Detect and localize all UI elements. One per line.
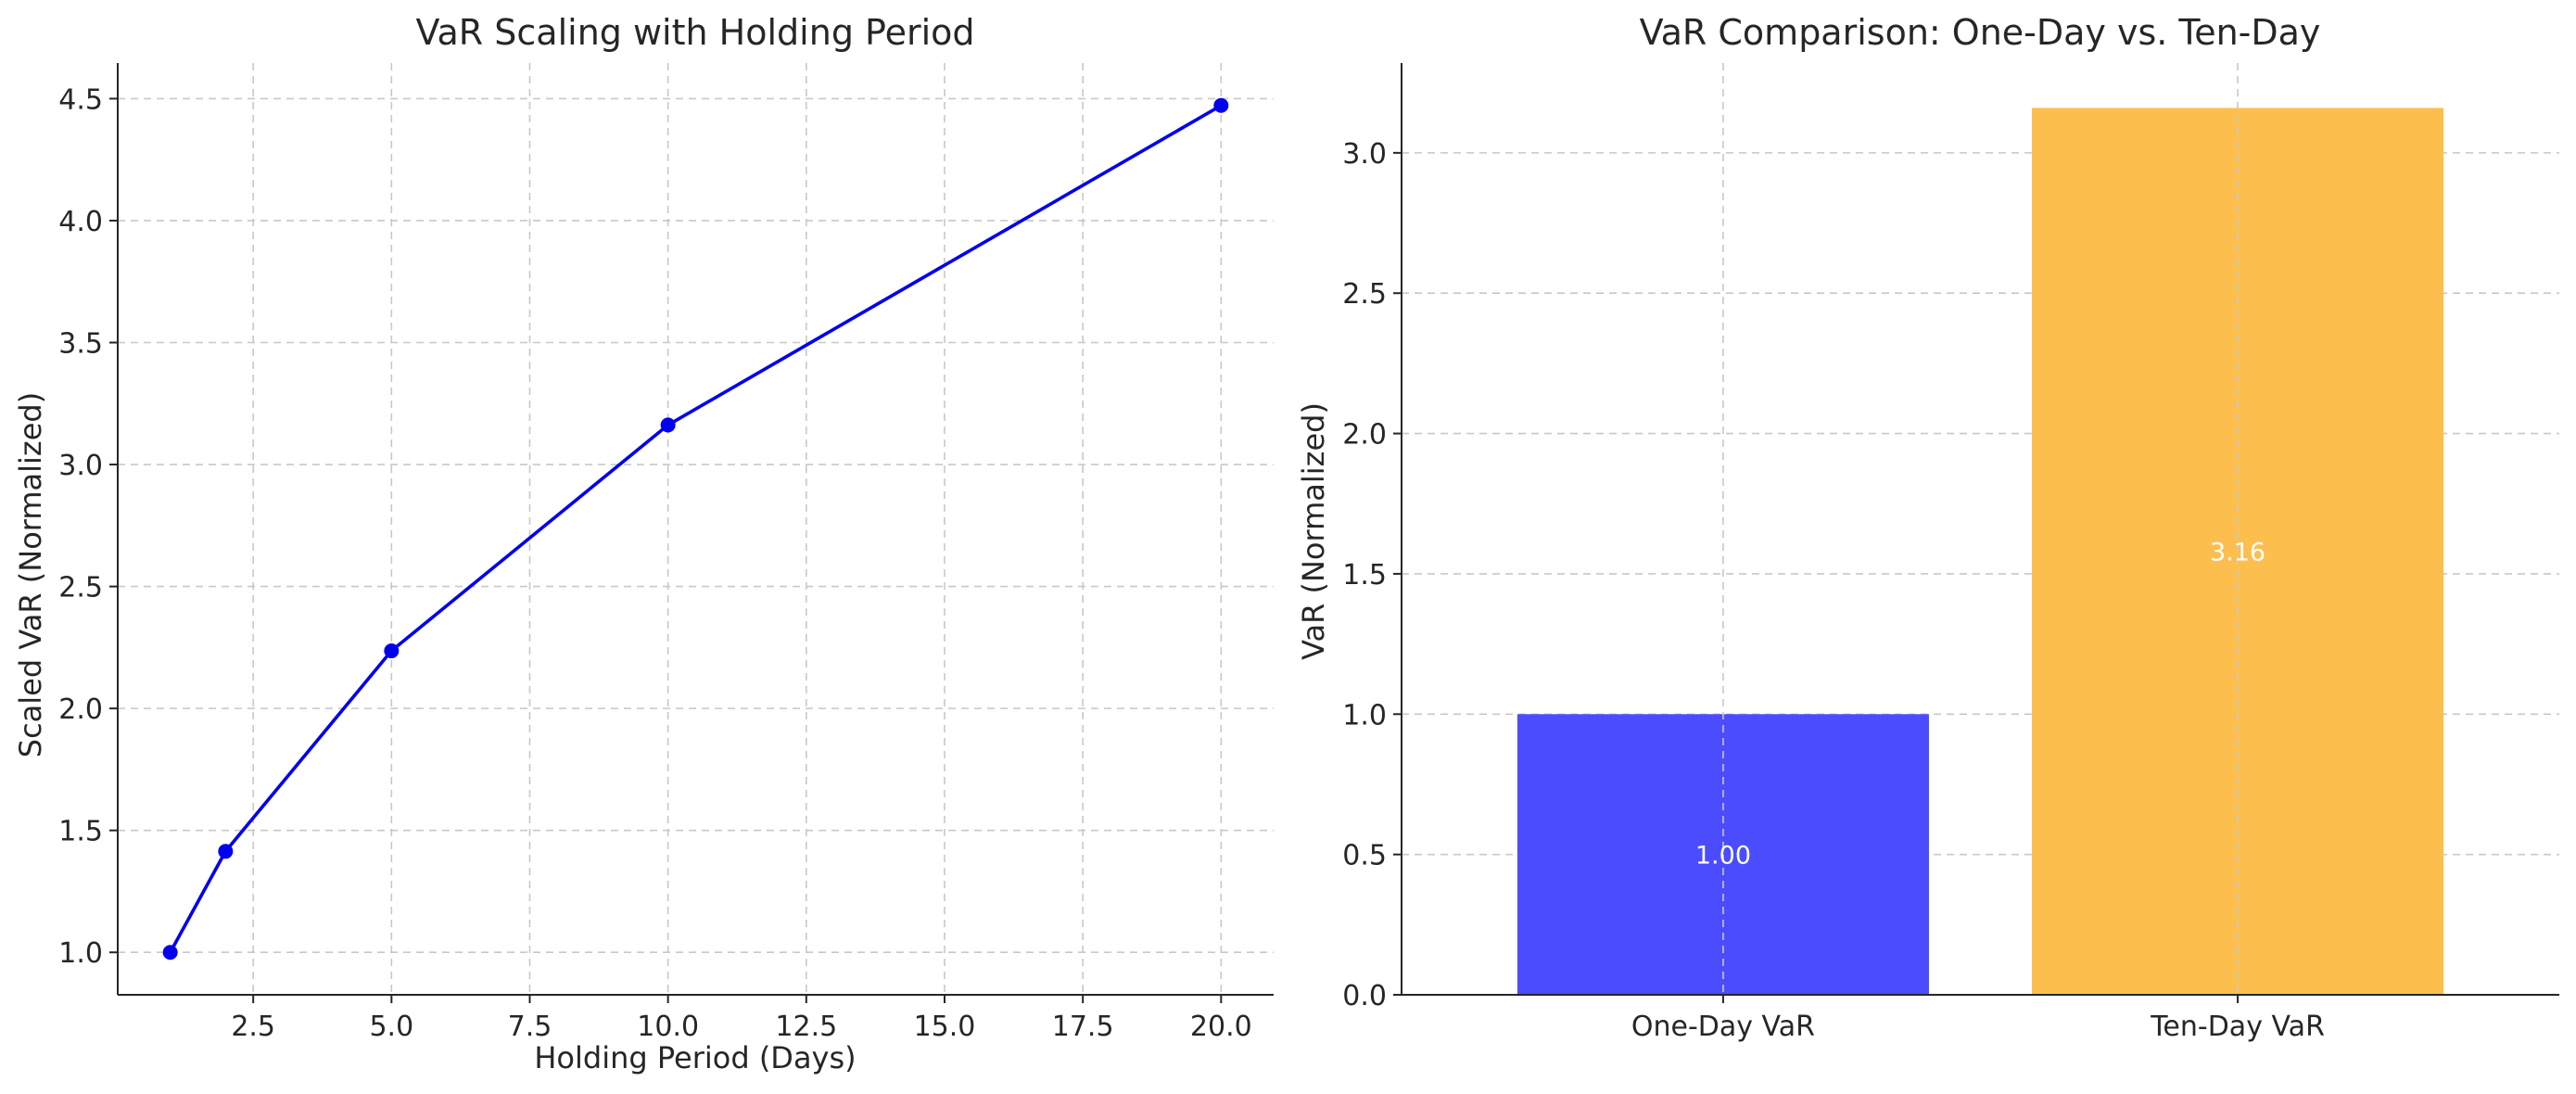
- data-point: [660, 417, 676, 433]
- left-x-tick-label: 17.5: [1052, 1011, 1114, 1043]
- left-x-tick-label: 7.5: [508, 1011, 552, 1043]
- right-y-tick-label: 2.5: [1342, 278, 1387, 311]
- data-point: [384, 643, 400, 659]
- right-y-tick-label: 1.5: [1342, 559, 1387, 592]
- category-label: Ten-Day VaR: [2150, 1011, 2325, 1043]
- right-y-tick-label: 2.0: [1342, 419, 1387, 452]
- right-y-tick-label: 0.5: [1342, 840, 1387, 872]
- bar-chart-var-comparison: 1.00 3.16 0.0 0.5 1.0 1.5 2.0 2.5 3.0 One-Day Va…: [1296, 12, 2559, 1043]
- data-point: [1213, 97, 1229, 113]
- left-y-tick-label: 3.5: [58, 328, 103, 361]
- bar-value-label: 3.16: [2210, 539, 2265, 567]
- left-chart-title: VaR Scaling with Holding Period: [415, 12, 974, 53]
- left-y-tick-label: 4.0: [58, 206, 103, 238]
- left-x-axis-label: Holding Period (Days): [534, 1040, 856, 1075]
- left-x-tick-label: 2.5: [231, 1011, 275, 1043]
- left-x-tick-label: 5.0: [369, 1011, 413, 1043]
- left-y-tick-label: 1.0: [58, 937, 103, 970]
- right-chart-title: VaR Comparison: One-Day vs. Ten-Day: [1640, 12, 2321, 53]
- left-ticks: 2.5 5.0 7.5 10.0 12.5 15.0 17.5 20.0 1.0 1.5 2.0 2.…: [58, 83, 1251, 1043]
- bar-value-label: 1.00: [1695, 842, 1751, 871]
- left-series: [162, 97, 1229, 960]
- line-chart-var-scaling: 2.5 5.0 7.5 10.0 12.5 15.0 17.5 20.0 1.0 1.5 2.0 2.…: [13, 12, 1274, 1075]
- data-point: [218, 844, 234, 859]
- right-grid-vertical: 1.00 3.16: [1695, 63, 2265, 995]
- left-x-tick-label: 10.0: [637, 1011, 699, 1043]
- data-point: [162, 945, 178, 960]
- left-y-axis-label: Scaled VaR (Normalized): [13, 392, 48, 757]
- right-ticks: 0.0 0.5 1.0 1.5 2.0 2.5 3.0 One-Day VaR Ten-Day …: [1342, 138, 2325, 1043]
- right-y-tick-label: 0.0: [1342, 980, 1387, 1012]
- left-y-tick-label: 2.5: [58, 572, 103, 604]
- right-y-tick-label: 3.0: [1342, 138, 1387, 171]
- left-y-tick-label: 3.0: [58, 450, 103, 482]
- left-y-tick-label: 2.0: [58, 693, 103, 726]
- right-spines: [1401, 63, 2559, 996]
- right-y-tick-label: 1.0: [1342, 699, 1387, 731]
- category-label: One-Day VaR: [1631, 1011, 1815, 1043]
- left-y-tick-label: 4.5: [58, 83, 103, 116]
- left-grid: [118, 63, 1274, 995]
- right-y-axis-label: VaR (Normalized): [1296, 402, 1331, 660]
- left-y-tick-label: 1.5: [58, 816, 103, 848]
- left-x-tick-label: 15.0: [914, 1011, 976, 1043]
- left-x-tick-label: 20.0: [1190, 1011, 1252, 1043]
- right-bars: [1516, 108, 2444, 996]
- left-x-tick-label: 12.5: [775, 1011, 837, 1043]
- left-spines: [117, 63, 1274, 996]
